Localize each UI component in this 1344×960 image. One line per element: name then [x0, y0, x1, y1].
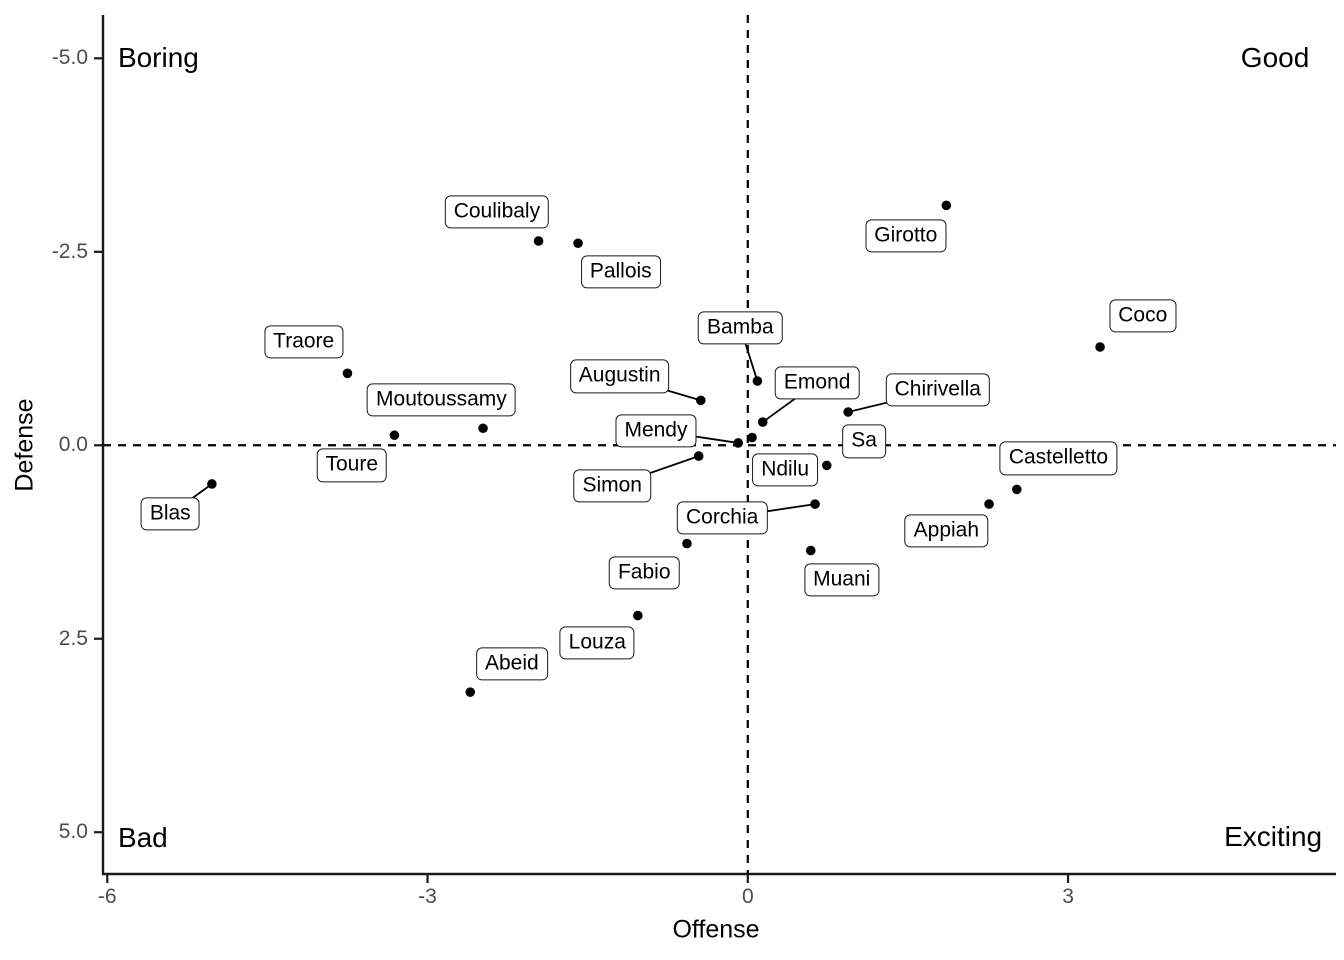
- data-point: [984, 499, 994, 509]
- data-point: [693, 451, 704, 461]
- data-point: [533, 236, 544, 246]
- label-connector-segment: [762, 381, 818, 423]
- data-point: [821, 460, 832, 471]
- data-point: [747, 432, 757, 443]
- data-point: [733, 438, 743, 448]
- data-point: [682, 538, 692, 549]
- data-point: [465, 687, 476, 697]
- data-point: [207, 479, 217, 489]
- label-connector-segment: [722, 503, 816, 519]
- label-connector-segment: [655, 429, 739, 444]
- data-point: [389, 430, 400, 441]
- data-point: [573, 238, 583, 249]
- data-point: [1095, 342, 1105, 352]
- data-point: [805, 545, 816, 556]
- data-point: [843, 407, 853, 417]
- data-point: [810, 499, 820, 509]
- data-point: [941, 200, 952, 211]
- label-connector-segment: [619, 375, 702, 402]
- label-connector-segment: [169, 483, 213, 515]
- label-connector-segment: [611, 455, 699, 488]
- data-point: [478, 423, 488, 434]
- data-point: [1012, 484, 1022, 495]
- data-point: [757, 417, 768, 427]
- data-point: [633, 610, 643, 621]
- data-point: [696, 395, 706, 406]
- data-point: [342, 368, 353, 379]
- label-connector-segment: [847, 389, 939, 413]
- data-point: [752, 376, 763, 386]
